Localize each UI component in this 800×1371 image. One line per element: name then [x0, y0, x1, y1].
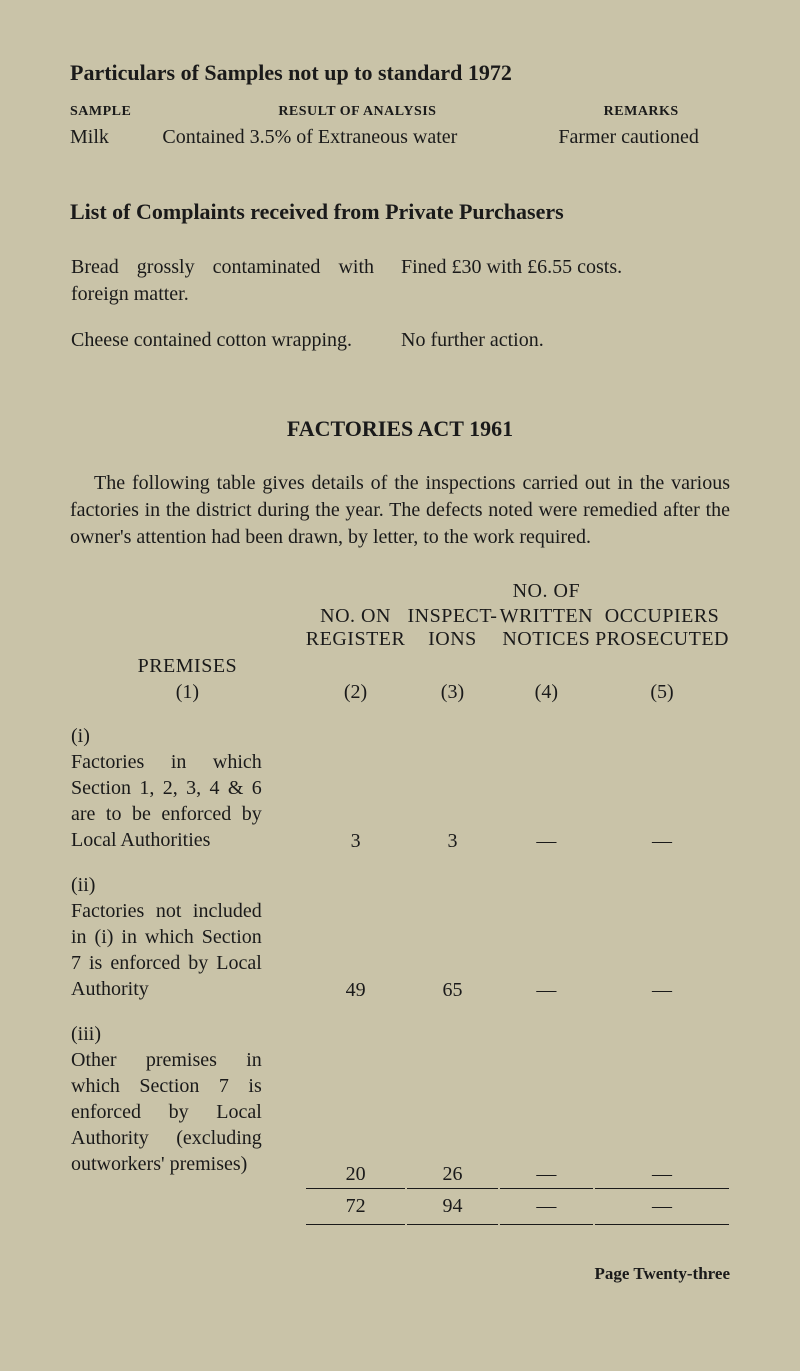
premises-text: Other premises in which Section 7 is enf… — [71, 1047, 262, 1177]
cell-notices: — — [499, 705, 594, 854]
cell-insp: 3 — [406, 705, 498, 854]
table-row: (ii) Factories not included in (i) in wh… — [70, 854, 730, 1003]
cell-notices: — — [499, 854, 594, 1003]
cell-reg: 49 — [305, 854, 407, 1003]
cell-pros: — — [594, 1003, 730, 1187]
complaint-desc: Bread grossly contaminated with foreign … — [70, 253, 400, 326]
complaints-heading: List of Complaints received from Private… — [70, 199, 730, 225]
col-premises-h: PREMISES — [70, 652, 305, 680]
complaint-outcome: Fined £30 with £6.55 costs. — [400, 253, 730, 326]
samples-heading: Particulars of Samples not up to standar… — [70, 60, 730, 86]
total-pros: — — [595, 1188, 729, 1225]
factories-table: NO. OF NO. ONREGISTER INSPECT-IONS WRITT… — [70, 579, 730, 1226]
roman-label: (ii) — [71, 872, 109, 898]
complaint-outcome: No further action. — [400, 326, 730, 372]
col-n2: (2) — [305, 680, 407, 705]
cell-pros: — — [594, 705, 730, 854]
roman-label: (i) — [71, 723, 109, 749]
factories-intro: The following table gives details of the… — [70, 470, 730, 551]
factories-heading: FACTORIES ACT 1961 — [70, 416, 730, 442]
col-no-of: NO. OF — [499, 579, 594, 604]
table-row: (i) Factories in which Section 1, 2, 3, … — [70, 705, 730, 854]
page-number: Page Twenty-three — [70, 1264, 730, 1284]
sample-result: Contained 3.5% of Extraneous water — [162, 124, 558, 155]
roman-label: (iii) — [71, 1021, 109, 1047]
premises-text: Factories in which Section 1, 2, 3, 4 & … — [71, 749, 262, 853]
col-prosecuted-h: OCCUPIERSPROSECUTED — [594, 604, 730, 652]
cell-pros: — — [594, 854, 730, 1003]
samples-table: SAMPLE RESULT OF ANALYSIS REMARKS Milk C… — [70, 104, 730, 155]
cell-reg: 20 — [305, 1003, 407, 1187]
complaints-table: Bread grossly contaminated with foreign … — [70, 253, 730, 372]
cell-notices: — — [499, 1003, 594, 1187]
totals-row: 72 94 — — — [70, 1187, 730, 1226]
col-register-h: NO. ONREGISTER — [305, 604, 407, 652]
col-n1: (1) — [70, 680, 305, 705]
col-n5: (5) — [594, 680, 730, 705]
col-n4: (4) — [499, 680, 594, 705]
premises-text: Factories not included in (i) in which S… — [71, 898, 262, 1002]
document-page: Particulars of Samples not up to standar… — [0, 0, 800, 1324]
sample-remarks: Farmer cautioned — [558, 124, 730, 155]
col-result: RESULT OF ANALYSIS — [162, 104, 558, 124]
col-remarks: REMARKS — [558, 104, 730, 124]
table-row: (iii) Other premises in which Section 7 … — [70, 1003, 730, 1187]
total-insp: 94 — [407, 1188, 497, 1225]
col-sample: SAMPLE — [70, 104, 162, 124]
cell-reg: 3 — [305, 705, 407, 854]
col-notices-h: WRITTENNOTICES — [499, 604, 594, 652]
total-reg: 72 — [306, 1188, 406, 1225]
cell-insp: 65 — [406, 854, 498, 1003]
complaint-desc: Cheese contained cotton wrapping. — [70, 326, 400, 372]
col-inspections-h: INSPECT-IONS — [406, 604, 498, 652]
total-notices: — — [500, 1188, 593, 1225]
col-n3: (3) — [406, 680, 498, 705]
cell-insp: 26 — [406, 1003, 498, 1187]
sample-name: Milk — [70, 124, 162, 155]
